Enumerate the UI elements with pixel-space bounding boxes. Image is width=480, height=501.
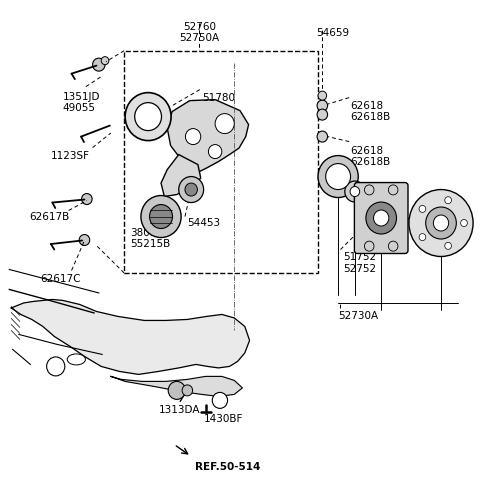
Circle shape [79,234,90,245]
Circle shape [445,242,452,249]
Circle shape [426,207,456,239]
Text: 54659: 54659 [317,28,350,38]
Circle shape [212,392,228,408]
Text: 51780: 51780 [202,93,235,103]
Circle shape [419,233,426,240]
Circle shape [433,215,449,231]
Circle shape [101,57,109,65]
Circle shape [182,385,192,396]
Circle shape [318,156,358,197]
Text: 62618
62618B: 62618 62618B [350,101,390,122]
Circle shape [366,202,396,234]
Polygon shape [161,155,201,196]
Text: 38002A
55215B: 38002A 55215B [130,227,170,249]
Polygon shape [167,100,249,171]
Text: REF.50-514: REF.50-514 [194,462,260,472]
Circle shape [179,176,204,202]
Text: 52730A: 52730A [338,312,378,322]
Text: 1313DA: 1313DA [158,405,200,415]
Circle shape [141,195,181,237]
Circle shape [317,131,327,142]
Text: 62617B: 62617B [29,212,70,222]
Circle shape [388,241,398,251]
Text: 62617C: 62617C [40,274,81,284]
Text: 54453: 54453 [187,218,220,228]
Circle shape [93,58,105,71]
Text: 52760
52750A: 52760 52750A [179,22,219,43]
Circle shape [185,129,201,145]
Ellipse shape [67,354,85,365]
Text: 51752
52752: 51752 52752 [343,252,376,274]
Circle shape [364,185,374,195]
Circle shape [461,219,468,226]
Circle shape [208,145,222,159]
Circle shape [364,241,374,251]
Circle shape [345,181,365,202]
Circle shape [82,193,92,204]
Text: 1351JD
49055: 1351JD 49055 [63,92,100,113]
Circle shape [125,93,171,141]
Circle shape [445,197,452,204]
Circle shape [168,381,185,399]
Text: 1430BF: 1430BF [204,414,243,424]
Circle shape [409,189,473,257]
Circle shape [317,100,327,111]
Polygon shape [11,300,250,374]
Circle shape [317,109,327,120]
Text: 1123SF: 1123SF [51,151,90,161]
Circle shape [350,186,360,196]
Circle shape [373,210,389,226]
Circle shape [325,163,350,189]
Circle shape [47,357,65,376]
Circle shape [215,114,234,134]
Bar [124,51,318,273]
FancyBboxPatch shape [354,182,408,254]
Text: 62618
62618B: 62618 62618B [350,146,390,167]
Circle shape [318,91,326,100]
Circle shape [135,103,161,131]
Circle shape [388,185,398,195]
Circle shape [419,205,426,212]
Polygon shape [111,376,242,396]
Circle shape [185,183,197,196]
Circle shape [150,204,172,228]
